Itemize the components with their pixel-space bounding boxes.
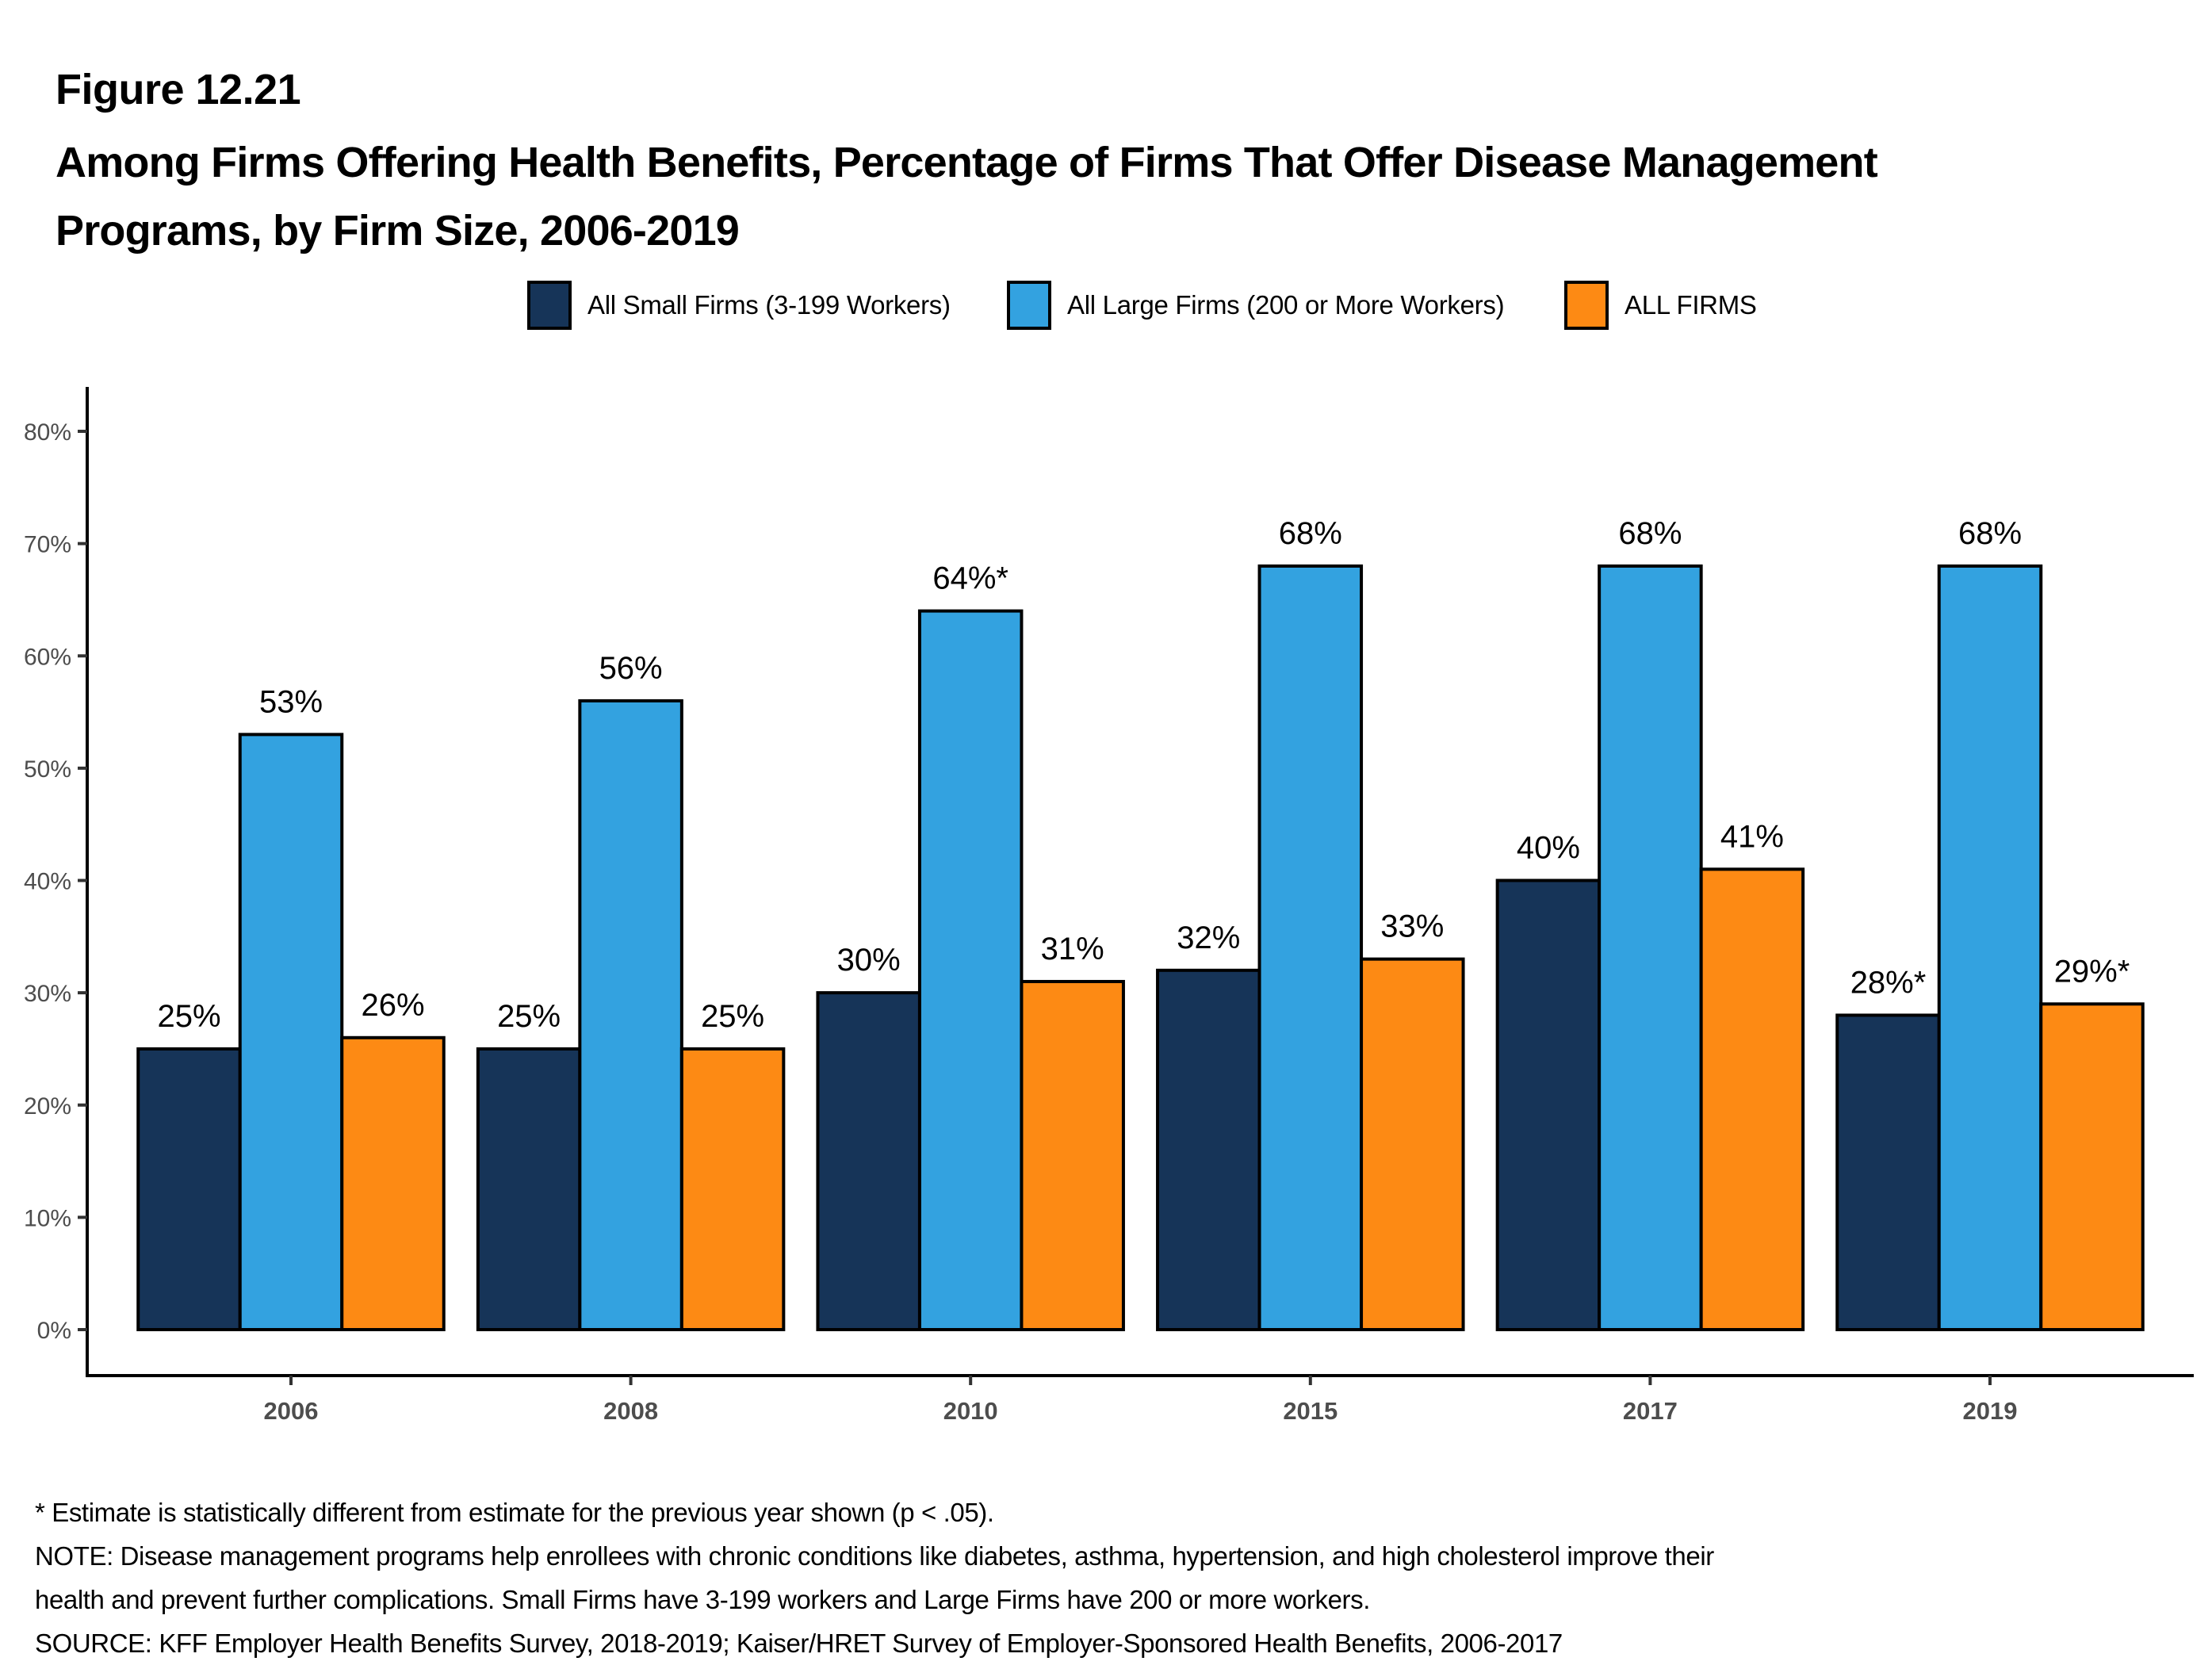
y-tick-label: 80% — [24, 419, 71, 446]
data-label: 25% — [497, 999, 561, 1034]
bar-1-2019 — [1937, 564, 2043, 1331]
legend-item-all-firms: ALL FIRMS — [1564, 278, 1757, 333]
data-label: 40% — [1517, 831, 1580, 866]
legend-swatch-small-firms — [527, 281, 572, 330]
bar-0-2010 — [816, 991, 921, 1331]
footnotes: * Estimate is statistically different fr… — [35, 1491, 1714, 1665]
data-label: 41% — [1720, 819, 1784, 854]
y-tick-label: 60% — [24, 644, 71, 670]
y-tick-label: 70% — [24, 532, 71, 558]
legend-item-small-firms: All Small Firms (3-199 Workers) — [527, 278, 951, 333]
bar-1-2015 — [1257, 564, 1364, 1331]
bar-2-2008 — [679, 1047, 786, 1331]
bar-2-2015 — [1360, 957, 1465, 1331]
legend-label-small-firms: All Small Firms (3-199 Workers) — [587, 290, 951, 320]
y-tick-label: 20% — [24, 1093, 71, 1120]
data-label: 32% — [1177, 921, 1240, 955]
legend-label-large-firms: All Large Firms (200 or More Workers) — [1067, 290, 1505, 320]
footnote-source: SOURCE: KFF Employer Health Benefits Sur… — [35, 1629, 1563, 1658]
bar-0-2008 — [476, 1047, 582, 1331]
x-tick-label: 2008 — [603, 1397, 658, 1425]
legend-item-large-firms: All Large Firms (200 or More Workers) — [1007, 278, 1505, 333]
y-tick-label: 10% — [24, 1205, 71, 1231]
bar-1-2010 — [917, 609, 1024, 1331]
data-label: 53% — [259, 684, 323, 719]
x-tick-label: 2017 — [1623, 1397, 1678, 1425]
bar-1-2008 — [578, 699, 683, 1331]
x-tick-label: 2015 — [1283, 1397, 1338, 1425]
data-label: 26% — [361, 988, 424, 1023]
footnote-note-line-2: health and prevent further complications… — [35, 1585, 1370, 1614]
y-tick-label: 0% — [37, 1318, 71, 1344]
data-label: 30% — [837, 943, 901, 978]
bar-0-2017 — [1495, 878, 1602, 1331]
figure-title-line-1: Among Firms Offering Health Benefits, Pe… — [55, 139, 1878, 186]
y-tick-label: 50% — [24, 756, 71, 783]
data-label: 68% — [1279, 516, 1342, 551]
figure-title-line-2: Programs, by Firm Size, 2006-2019 — [55, 207, 740, 255]
data-label: 68% — [1618, 516, 1682, 551]
bar-0-2019 — [1835, 1013, 1941, 1331]
legend-swatch-large-firms — [1007, 281, 1051, 330]
data-label: 31% — [1041, 932, 1104, 966]
x-tick-label: 2019 — [1963, 1397, 2018, 1425]
data-label: 25% — [701, 999, 764, 1034]
data-label: 25% — [157, 999, 220, 1034]
bar-0-2015 — [1156, 968, 1261, 1332]
footnote-significance: * Estimate is statistically different fr… — [35, 1498, 994, 1527]
footnote-note-line-1: NOTE: Disease management programs help e… — [35, 1541, 1714, 1571]
chart-legend: All Small Firms (3-199 Workers) All Larg… — [0, 278, 2212, 333]
bar-2-2010 — [1020, 979, 1125, 1332]
bar-2-2006 — [340, 1035, 446, 1332]
legend-swatch-all-firms — [1564, 281, 1609, 330]
data-label: 68% — [1958, 516, 2022, 551]
y-tick-label: 40% — [24, 869, 71, 895]
data-label: 28%* — [1850, 965, 1927, 1000]
bar-2-2017 — [1699, 867, 1805, 1331]
data-label: 29%* — [2054, 954, 2130, 989]
y-tick-label: 30% — [24, 981, 71, 1007]
bar-1-2006 — [238, 733, 344, 1331]
figure-number: Figure 12.21 — [55, 66, 301, 113]
x-tick-label: 2006 — [264, 1397, 319, 1425]
bar-2-2019 — [2039, 1002, 2145, 1331]
figure-title: Among Firms Offering Health Benefits, Pe… — [55, 128, 2117, 265]
x-tick-label: 2010 — [943, 1397, 998, 1425]
data-label: 64%* — [932, 561, 1008, 596]
data-label: 33% — [1380, 909, 1444, 944]
bar-1-2017 — [1598, 564, 1703, 1331]
data-label: 56% — [599, 651, 663, 686]
bar-0-2006 — [136, 1047, 242, 1331]
legend-label-all-firms: ALL FIRMS — [1625, 290, 1757, 320]
